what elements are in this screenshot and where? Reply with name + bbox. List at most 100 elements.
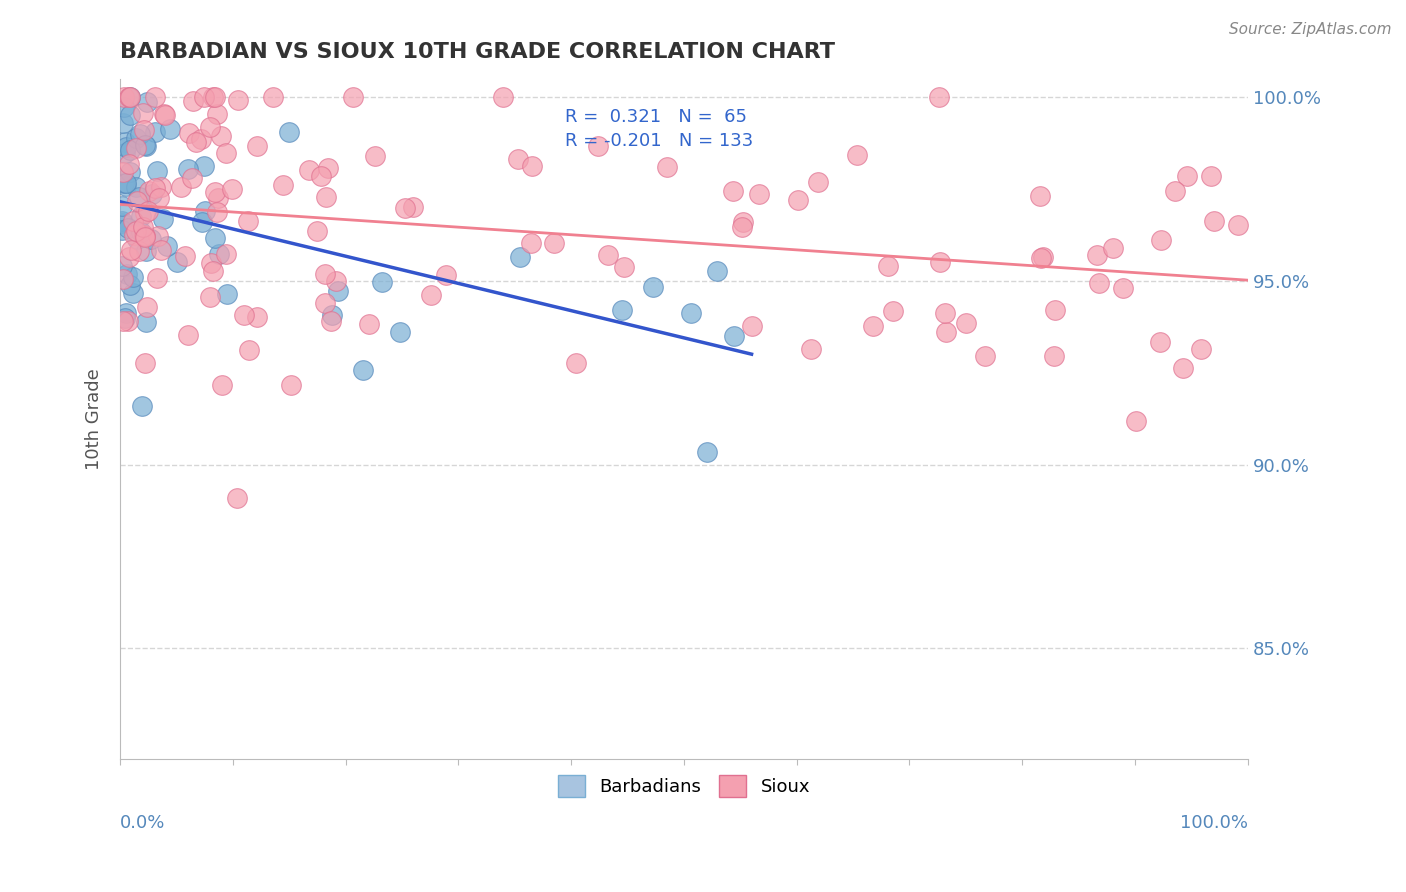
Point — [129, 225, 152, 239]
Point — [136, 203, 159, 218]
Point — [1043, 302, 1066, 317]
Point — [146, 163, 169, 178]
Point — [1177, 169, 1199, 183]
Point — [204, 90, 226, 104]
Point — [112, 165, 135, 179]
Text: 0.0%: 0.0% — [120, 814, 166, 832]
Point — [120, 165, 142, 179]
Point — [973, 349, 995, 363]
Point — [280, 378, 302, 392]
Point — [321, 308, 343, 322]
Point — [209, 128, 232, 143]
Point — [115, 268, 138, 282]
Point — [721, 184, 744, 198]
Point — [388, 325, 411, 339]
Point — [846, 147, 869, 161]
Point — [200, 256, 222, 270]
Point — [134, 227, 156, 242]
Point — [246, 139, 269, 153]
Point — [877, 259, 900, 273]
Y-axis label: 10th Grade: 10th Grade — [86, 368, 103, 469]
Point — [122, 227, 145, 242]
Point — [1112, 281, 1135, 295]
Point — [132, 219, 155, 234]
Point — [520, 160, 543, 174]
Point — [211, 378, 233, 392]
Point — [271, 178, 294, 192]
Point — [657, 160, 679, 174]
Point — [1199, 169, 1222, 183]
Point — [928, 90, 950, 104]
Point — [1043, 349, 1066, 363]
Point — [122, 214, 145, 228]
Point — [929, 255, 952, 269]
Point — [506, 152, 529, 166]
Point — [114, 311, 136, 326]
Point — [1032, 250, 1054, 264]
Point — [207, 107, 229, 121]
Point — [696, 444, 718, 458]
Point — [111, 199, 134, 213]
Point — [681, 305, 703, 319]
Point — [748, 186, 770, 201]
Point — [179, 126, 201, 140]
Point — [134, 356, 156, 370]
Point — [342, 90, 364, 104]
Point — [150, 243, 173, 257]
Point — [153, 106, 176, 120]
Text: 100.0%: 100.0% — [1180, 814, 1249, 832]
Point — [613, 260, 636, 274]
Point — [509, 250, 531, 264]
Point — [787, 194, 810, 208]
Point — [184, 135, 207, 149]
Point — [226, 93, 249, 107]
Point — [118, 144, 141, 158]
Point — [353, 363, 375, 377]
Point — [706, 264, 728, 278]
Point — [1164, 184, 1187, 198]
Point — [129, 127, 152, 141]
Point — [176, 161, 198, 176]
Point — [193, 90, 215, 104]
Point — [127, 194, 149, 208]
Point — [1102, 241, 1125, 255]
Point — [321, 314, 343, 328]
Point — [143, 125, 166, 139]
Point — [115, 305, 138, 319]
Point — [1125, 414, 1147, 428]
Point — [112, 314, 135, 328]
Point — [1085, 247, 1108, 261]
Point — [1029, 251, 1052, 265]
Point — [135, 301, 157, 315]
Point — [298, 163, 321, 178]
Point — [401, 200, 423, 214]
Point — [215, 247, 238, 261]
Point — [232, 308, 254, 322]
Point — [315, 190, 337, 204]
Point — [166, 255, 188, 269]
Point — [807, 176, 830, 190]
Point — [1171, 361, 1194, 376]
Point — [520, 235, 543, 250]
Point — [134, 123, 156, 137]
Legend: Barbadians, Sioux: Barbadians, Sioux — [550, 768, 817, 804]
Point — [125, 224, 148, 238]
Point — [141, 186, 163, 201]
Point — [935, 325, 957, 339]
Point — [204, 185, 226, 199]
Point — [111, 115, 134, 129]
Point — [143, 181, 166, 195]
Point — [204, 231, 226, 245]
Point — [155, 239, 177, 253]
Point — [180, 170, 202, 185]
Point — [215, 145, 238, 160]
Point — [191, 215, 214, 229]
Point — [862, 319, 884, 334]
Point — [131, 399, 153, 413]
Point — [114, 176, 136, 190]
Point — [134, 229, 156, 244]
Point — [364, 149, 387, 163]
Point — [153, 108, 176, 122]
Point — [200, 120, 222, 134]
Point — [114, 140, 136, 154]
